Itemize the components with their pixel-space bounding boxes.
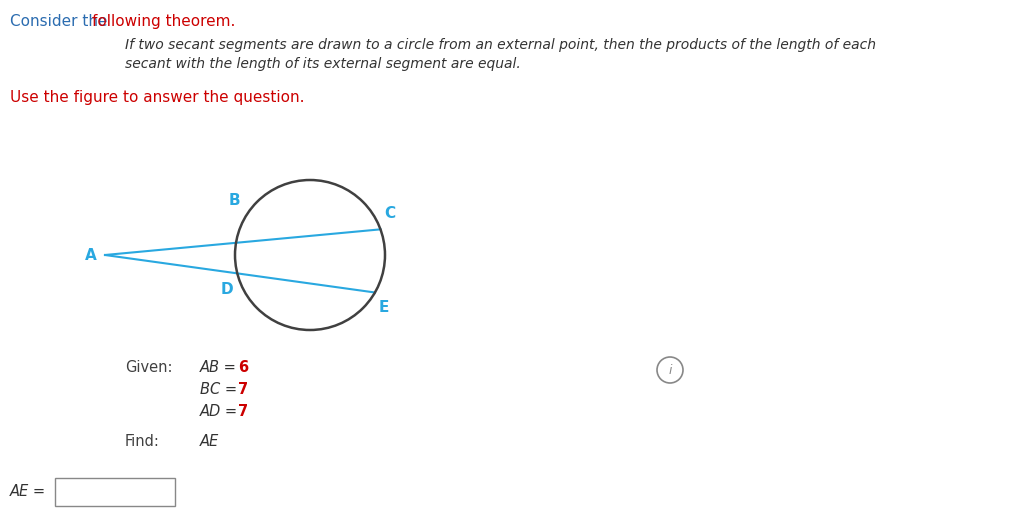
- Text: D: D: [221, 282, 234, 297]
- Text: Use the figure to answer the question.: Use the figure to answer the question.: [10, 90, 304, 105]
- Text: Given:: Given:: [125, 360, 173, 375]
- Text: If two secant segments are drawn to a circle from an external point, then the pr: If two secant segments are drawn to a ci…: [125, 38, 876, 52]
- Text: AE: AE: [200, 434, 220, 449]
- Text: following theorem.: following theorem.: [92, 14, 235, 29]
- Text: E: E: [379, 301, 390, 316]
- Text: BC =: BC =: [200, 382, 242, 397]
- Text: 6: 6: [238, 360, 248, 375]
- Text: C: C: [384, 206, 396, 222]
- Bar: [55, 478, 175, 506]
- Text: Find:: Find:: [125, 434, 160, 449]
- Text: B: B: [229, 193, 241, 208]
- Text: i: i: [668, 363, 672, 376]
- Text: AE =: AE =: [10, 485, 46, 500]
- Text: 7: 7: [238, 382, 248, 397]
- Text: AD =: AD =: [200, 404, 243, 419]
- Text: Consider the: Consider the: [10, 14, 112, 29]
- Text: AB =: AB =: [200, 360, 241, 375]
- Circle shape: [657, 357, 683, 383]
- Text: A: A: [85, 248, 97, 263]
- Text: secant with the length of its external segment are equal.: secant with the length of its external s…: [125, 57, 521, 71]
- Text: 7: 7: [238, 404, 248, 419]
